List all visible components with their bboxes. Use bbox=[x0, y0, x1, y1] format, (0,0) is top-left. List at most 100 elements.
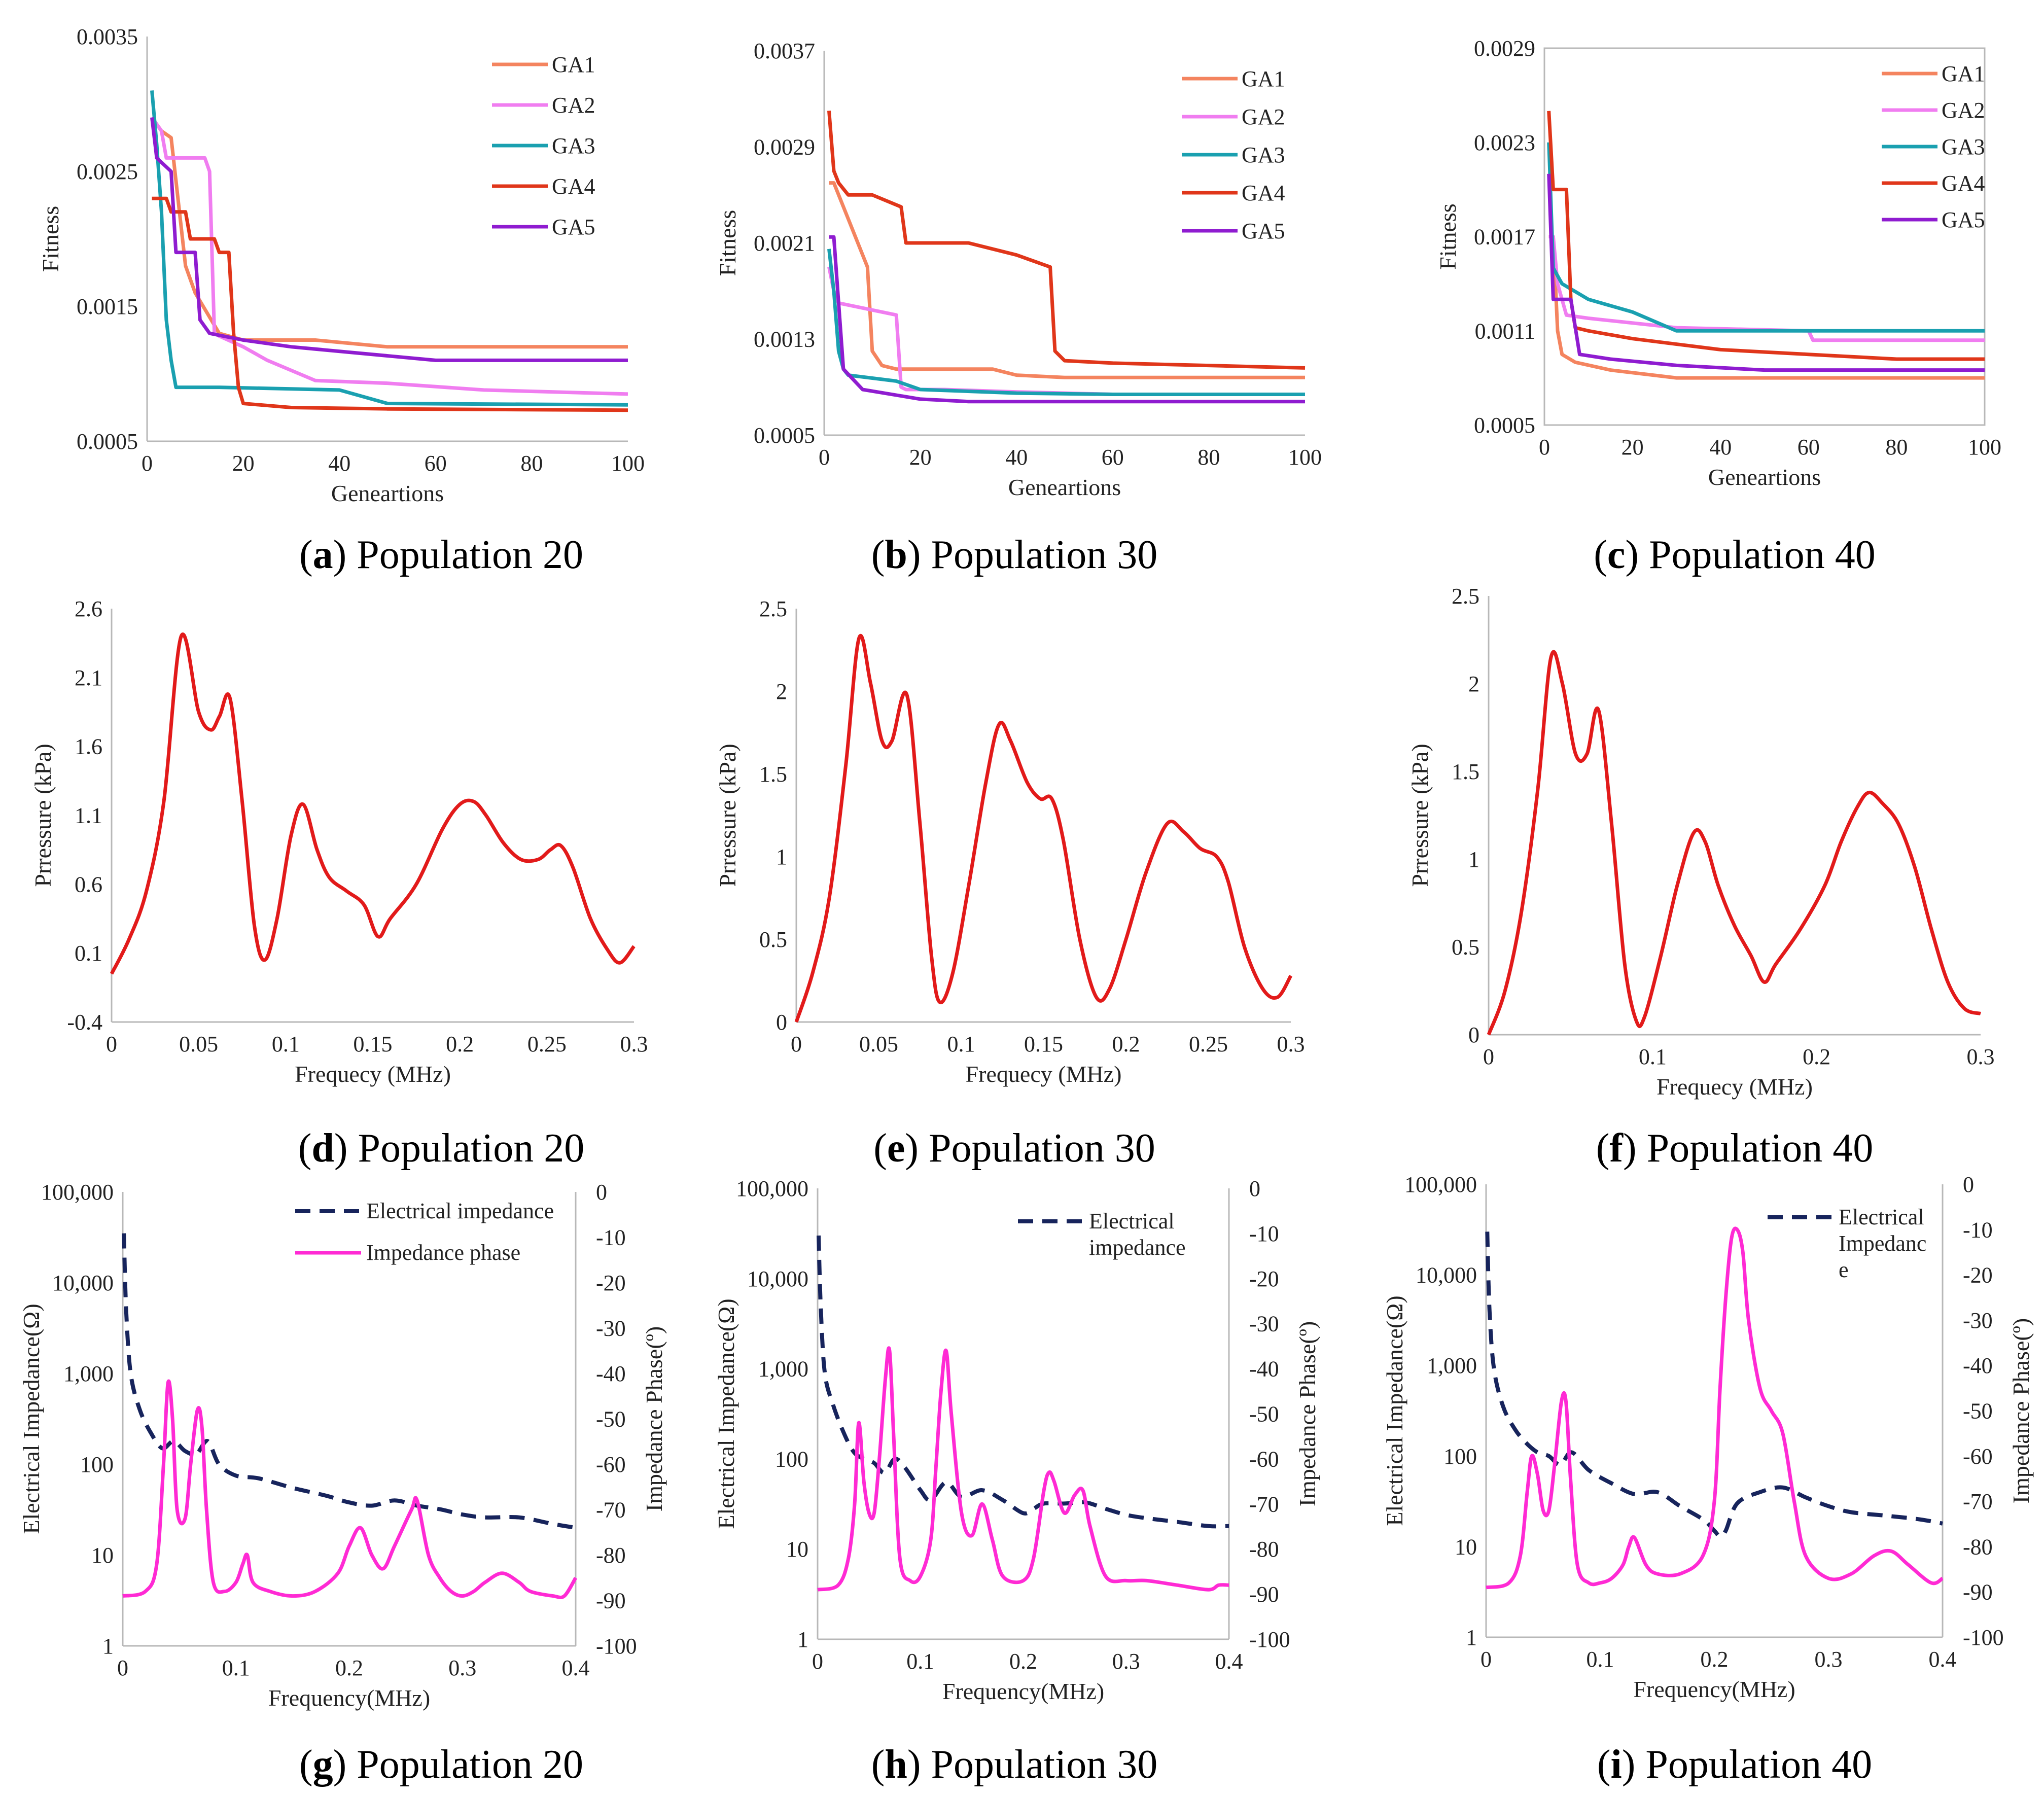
x-axis-label: Frequency(MHz) bbox=[1633, 1676, 1795, 1702]
y-tick-label: 0.0023 bbox=[1474, 130, 1535, 155]
x-tick-label: 0 bbox=[1481, 1647, 1492, 1672]
legend-label: GA4 bbox=[1942, 171, 1985, 196]
caption-paren: ( bbox=[299, 533, 313, 577]
x-axis-label: Frequecy (MHz) bbox=[1657, 1074, 1813, 1100]
legend-label: GA2 bbox=[552, 93, 595, 118]
y2-tick-label: -60 bbox=[596, 1452, 626, 1477]
y-axis-label: Prressure (kPa) bbox=[715, 744, 741, 887]
legend-label: GA1 bbox=[1942, 61, 1985, 86]
y2-tick-label: -100 bbox=[596, 1634, 637, 1659]
x-axis-label: Frequency(MHz) bbox=[268, 1685, 430, 1711]
caption-paren: ( bbox=[871, 533, 885, 577]
legend-label: e bbox=[1839, 1257, 1849, 1282]
series-line-ga1 bbox=[150, 116, 628, 349]
y2-tick-label: -10 bbox=[1963, 1217, 1993, 1242]
x-tick-label: 0.1 bbox=[906, 1649, 934, 1674]
series-line-ga1 bbox=[829, 181, 1305, 379]
legend-label: Impedanc bbox=[1839, 1231, 1926, 1256]
series-line-ga2 bbox=[827, 266, 1305, 396]
x-tick-label: 20 bbox=[909, 445, 932, 470]
y-tick-label: 0.0021 bbox=[754, 231, 815, 256]
y-tick-label: 1,000 bbox=[63, 1361, 114, 1386]
caption-paren: ) bbox=[1623, 1126, 1647, 1171]
x-tick-label: 0.3 bbox=[1967, 1044, 1995, 1069]
y2-tick-label: -40 bbox=[1963, 1353, 1993, 1378]
caption-paren: ( bbox=[873, 1126, 887, 1171]
caption-letter: b bbox=[885, 533, 907, 577]
legend-label: GA3 bbox=[552, 133, 595, 158]
chart-c: 0 20 40 60 80 100 0.0005 0.0011 0.0017 0.0023 0.00… bbox=[1435, 36, 2001, 577]
y2-tick-label: -20 bbox=[1963, 1263, 1993, 1288]
x-tick-label: 80 bbox=[520, 451, 543, 476]
legend-label: GA3 bbox=[1942, 134, 1985, 159]
y2-tick-label: -90 bbox=[596, 1589, 626, 1613]
series-line-ga3 bbox=[150, 90, 628, 407]
legend-label: impedance bbox=[1089, 1235, 1186, 1260]
x-tick-label: 0.1 bbox=[947, 1032, 975, 1057]
y-tick-label: 0.5 bbox=[759, 927, 787, 952]
y-tick-label: 100 bbox=[1443, 1444, 1477, 1469]
caption-paren: ( bbox=[1597, 1742, 1611, 1787]
y-tick-label: 1 bbox=[797, 1627, 808, 1652]
x-axis-label: Frequency(MHz) bbox=[942, 1678, 1104, 1704]
y-tick-label: 100,000 bbox=[1404, 1172, 1477, 1197]
x-tick-label: 80 bbox=[1197, 445, 1220, 470]
caption-paren: ) bbox=[1622, 1742, 1646, 1787]
y2-tick-label: -80 bbox=[1963, 1534, 1993, 1559]
series-line-pressure bbox=[794, 633, 1293, 1023]
y2-tick-label: -90 bbox=[1963, 1580, 1993, 1605]
caption-paren: ) bbox=[907, 1742, 931, 1787]
y-tick-label: 1.1 bbox=[75, 803, 102, 828]
x-tick-label: 0.3 bbox=[1112, 1649, 1140, 1674]
x-tick-label: 60 bbox=[1102, 445, 1124, 470]
series-line-electrical-impedance bbox=[1485, 1231, 1943, 1538]
y-tick-label: 0.0017 bbox=[1474, 225, 1535, 250]
x-tick-label: 60 bbox=[425, 451, 447, 476]
legend-label: Electrical impedance bbox=[366, 1199, 554, 1223]
x-tick-label: 0.1 bbox=[1587, 1647, 1614, 1672]
series-line-ga2 bbox=[1548, 235, 1985, 342]
y2-tick-label: -50 bbox=[1963, 1399, 1993, 1424]
y2-tick-label: -50 bbox=[1249, 1402, 1279, 1427]
y-tick-label: 0.5 bbox=[1452, 935, 1479, 960]
x-tick-label: 0.25 bbox=[1189, 1032, 1228, 1057]
x-tick-label: 0 bbox=[117, 1656, 128, 1680]
x-tick-label: 0.3 bbox=[448, 1656, 476, 1680]
y-tick-label: 10 bbox=[91, 1543, 114, 1568]
x-tick-label: 0.05 bbox=[859, 1032, 898, 1057]
x-tick-label: 0.4 bbox=[1929, 1647, 1957, 1672]
caption-letter: g bbox=[313, 1742, 333, 1787]
y-tick-label: 0 bbox=[1468, 1023, 1479, 1047]
x-tick-label: 80 bbox=[1885, 435, 1908, 460]
series-line-impedance-phase bbox=[817, 1346, 1229, 1592]
x-tick-label: 20 bbox=[232, 451, 255, 476]
y-tick-label: 10,000 bbox=[52, 1271, 114, 1295]
legend-label: GA1 bbox=[1242, 66, 1285, 91]
y2-tick-label: -80 bbox=[1249, 1537, 1279, 1562]
y-axis-label: Fitness bbox=[715, 210, 741, 276]
chart-h: 0 0.1 0.2 0.3 0.4 1 10 100 1,000 10,000 100,000 0 -1… bbox=[713, 1176, 1320, 1787]
caption-letter: a bbox=[313, 533, 333, 577]
caption-g: (g) Population 20 bbox=[299, 1742, 583, 1787]
legend-label: Impedance phase bbox=[366, 1240, 520, 1265]
x-tick-label: 0.15 bbox=[1024, 1032, 1063, 1057]
chart-f: 0 0.1 0.2 0.3 0 0.5 1 1.5 2 2.5 Frequecy (MHz) Prre… bbox=[1407, 584, 1995, 1171]
y2-tick-label: 0 bbox=[1249, 1176, 1260, 1201]
caption-e: (e) Population 30 bbox=[873, 1126, 1155, 1171]
series-line-ga4 bbox=[827, 111, 1306, 370]
caption-text: Population 40 bbox=[1645, 1742, 1872, 1787]
y2-axis-label: Impedance Phase(º) bbox=[641, 1326, 667, 1511]
chart-b: 0 20 40 60 80 100 0.0005 0.0013 0.0021 0.0029 0.00… bbox=[715, 39, 1322, 577]
x-axis-label: Geneartions bbox=[331, 480, 444, 506]
caption-text: Population 40 bbox=[1649, 533, 1876, 577]
y-tick-label: 100 bbox=[80, 1452, 114, 1477]
y-tick-label: 0.1 bbox=[75, 941, 102, 966]
legend-label: GA2 bbox=[1242, 104, 1285, 129]
x-tick-label: 0.1 bbox=[272, 1032, 300, 1057]
x-tick-label: 0.15 bbox=[354, 1032, 393, 1057]
x-tick-label: 0 bbox=[819, 445, 830, 470]
series-line-ga3 bbox=[1547, 142, 1985, 333]
caption-text: Population 30 bbox=[931, 1742, 1158, 1787]
legend-label: GA4 bbox=[1242, 181, 1285, 205]
y-tick-label: 1.6 bbox=[75, 734, 102, 759]
